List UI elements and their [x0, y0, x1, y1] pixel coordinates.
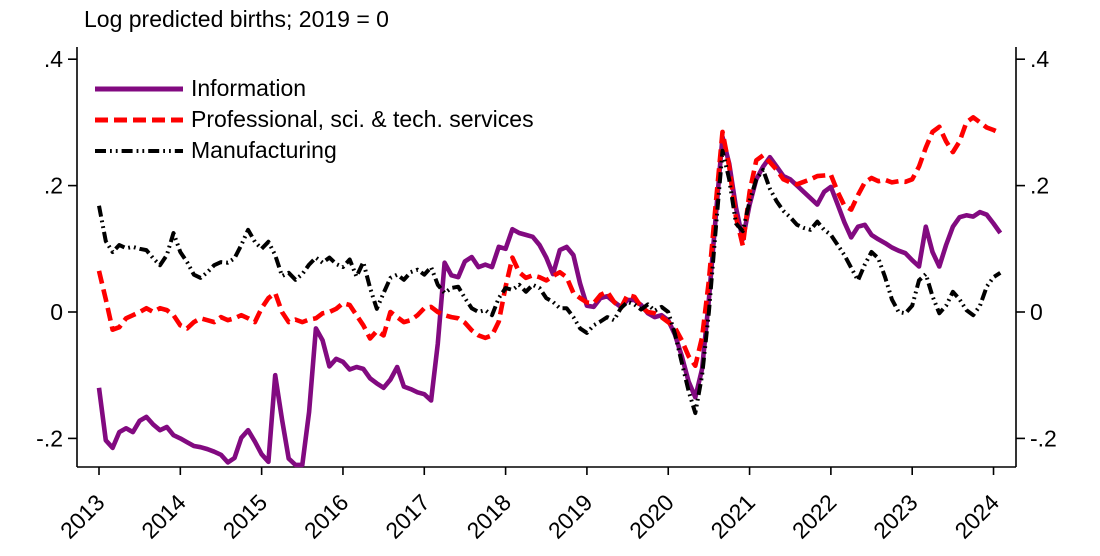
y-tick-label-left: 0	[50, 299, 63, 325]
legend: Information Professional, sci. & tech. se…	[95, 73, 534, 166]
x-tick-label: 2014	[136, 489, 191, 544]
y-tick-label-right: 0	[1030, 299, 1043, 325]
x-tick-label: 2016	[299, 489, 354, 544]
legend-label: Manufacturing	[191, 137, 337, 163]
chart-title: Log predicted births; 2019 = 0	[84, 6, 389, 32]
legend-line-sample	[95, 86, 183, 91]
x-tick-label: 2018	[462, 489, 517, 544]
y-tick-label-left: -.2	[36, 425, 63, 451]
x-tick-label: 2019	[543, 489, 598, 544]
legend-row-information: Information	[95, 73, 534, 104]
x-tick-label: 2020	[624, 489, 679, 544]
information-line	[96, 134, 1003, 468]
legend-row-manufacturing: Manufacturing	[95, 135, 534, 166]
legend-label: Information	[191, 75, 307, 101]
x-tick-label: 2013	[55, 489, 110, 544]
x-tick-label: 2024	[949, 489, 1004, 544]
legend-row-professional-services: Professional, sci. & tech. services	[95, 104, 534, 135]
x-tick-label: 2023	[868, 489, 923, 544]
legend-line-sample	[95, 148, 183, 153]
x-tick-label: 2015	[218, 489, 273, 544]
legend-line-sample	[95, 117, 183, 122]
y-tick-label-left: .2	[44, 173, 63, 199]
y-tick-label-right: .2	[1030, 173, 1049, 199]
x-tick-label: 2017	[380, 489, 435, 544]
professional-services-line	[96, 115, 1002, 369]
x-tick-label: 2021	[706, 489, 761, 544]
legend-label: Professional, sci. & tech. services	[191, 106, 534, 132]
manufacturing-line	[97, 148, 1002, 416]
y-tick-label-right: -.2	[1030, 425, 1057, 451]
x-tick-label: 2022	[787, 489, 842, 544]
y-tick-label-right: .4	[1030, 46, 1049, 72]
y-tick-label-left: .4	[44, 46, 63, 72]
